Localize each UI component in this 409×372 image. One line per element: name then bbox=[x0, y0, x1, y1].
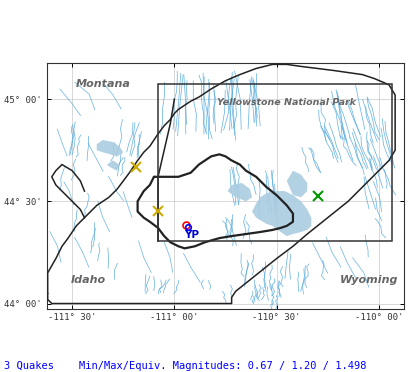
Text: Yellowstone National Park: Yellowstone National Park bbox=[217, 98, 355, 107]
Text: YP: YP bbox=[184, 230, 199, 240]
Text: Idaho: Idaho bbox=[71, 275, 106, 285]
Text: Wyoming: Wyoming bbox=[339, 275, 397, 285]
Text: 3 Quakes    Min/Max/Equiv. Magnitudes: 0.67 / 1.20 / 1.498: 3 Quakes Min/Max/Equiv. Magnitudes: 0.67… bbox=[4, 360, 366, 371]
Text: Montana: Montana bbox=[75, 79, 130, 89]
Polygon shape bbox=[286, 171, 306, 197]
Bar bbox=[157, 84, 391, 241]
Polygon shape bbox=[252, 191, 310, 236]
Polygon shape bbox=[227, 183, 252, 201]
Polygon shape bbox=[107, 160, 119, 171]
Polygon shape bbox=[97, 140, 123, 156]
